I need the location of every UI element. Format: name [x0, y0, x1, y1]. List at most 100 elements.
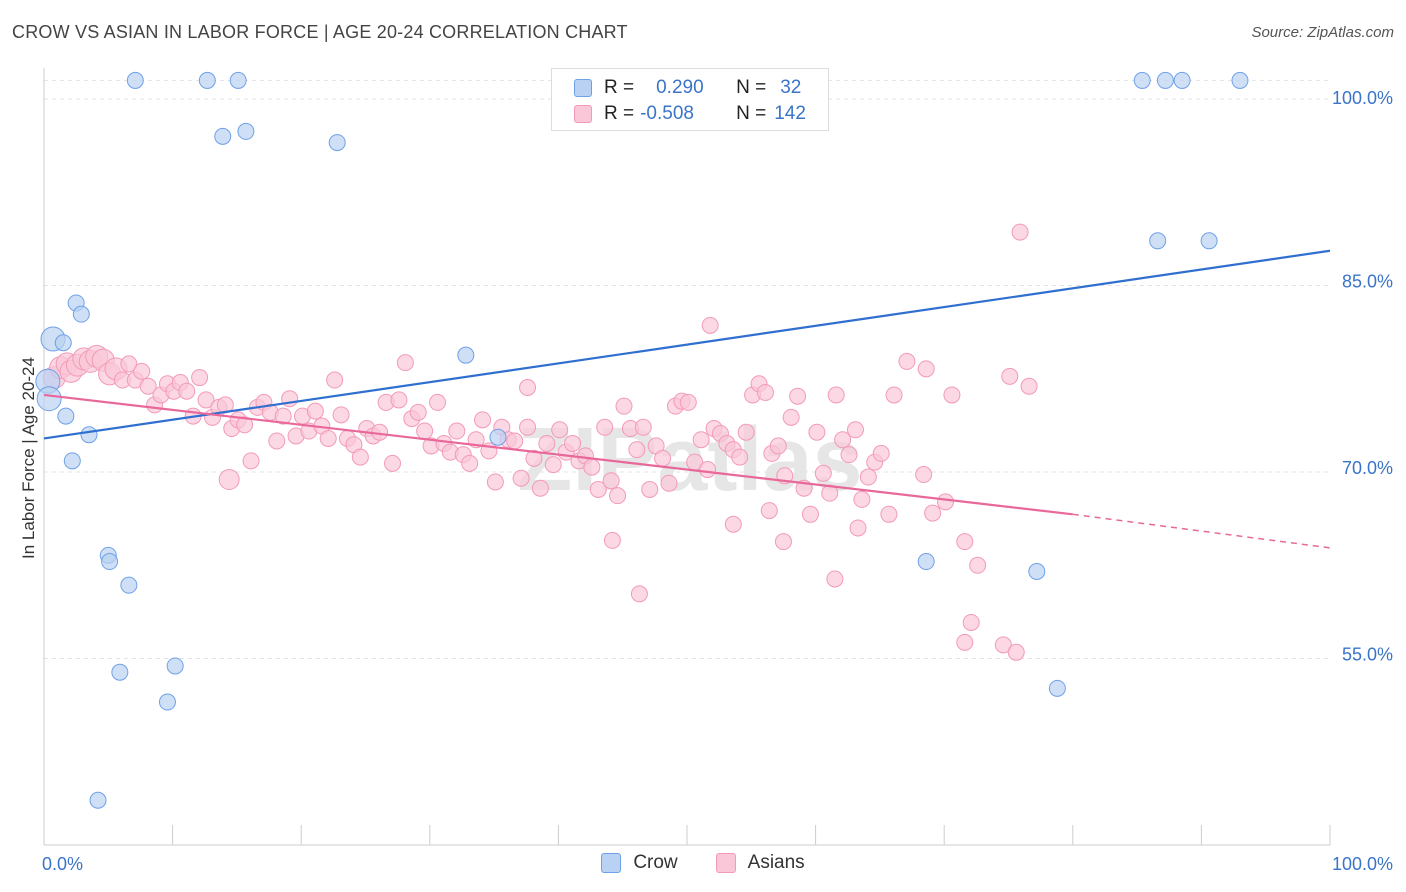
- asians-point: [506, 432, 524, 450]
- asians-point: [630, 585, 648, 603]
- asians-point: [917, 360, 935, 378]
- crow-point: [89, 791, 107, 809]
- asians-point: [191, 369, 209, 387]
- asians-point: [956, 633, 974, 651]
- asians-point: [924, 504, 942, 522]
- crow-point: [328, 134, 346, 152]
- crow-swatch: [574, 79, 592, 97]
- asians-point: [531, 479, 549, 497]
- asians-point: [268, 432, 286, 450]
- asians-point: [615, 397, 633, 415]
- asians-point: [332, 406, 350, 424]
- asians-r-value: -0.508: [640, 103, 694, 124]
- crow-point: [489, 428, 507, 446]
- asians-point: [178, 382, 196, 400]
- crow-point: [101, 553, 119, 571]
- asians-point: [603, 531, 621, 549]
- asians-point: [525, 449, 543, 467]
- crow-point: [126, 71, 144, 89]
- crow-point: [1231, 71, 1249, 89]
- asians-point: [596, 418, 614, 436]
- asians-point: [731, 448, 749, 466]
- crow-r-label: R =: [604, 77, 635, 98]
- asians-point: [236, 416, 254, 434]
- asians-point: [737, 423, 755, 441]
- legend-item-crow[interactable]: Crow: [601, 852, 678, 874]
- asians-swatch: [574, 105, 592, 123]
- crow-point: [166, 657, 184, 675]
- asians-legend-swatch: [715, 853, 736, 873]
- asians-point: [641, 480, 659, 498]
- source-label: Source: ZipAtlas.com: [1251, 24, 1394, 41]
- crow-point: [1173, 71, 1191, 89]
- y-tick-label: 100.0%: [1332, 88, 1393, 108]
- asians-point: [609, 487, 627, 505]
- y-tick-label: 70.0%: [1342, 458, 1393, 478]
- trend-lines: [43, 249, 1331, 549]
- asians-point: [409, 403, 427, 421]
- crow-point: [198, 71, 216, 89]
- crow-point: [80, 426, 98, 444]
- asians-point: [120, 355, 138, 373]
- asians-point: [814, 464, 832, 482]
- asians-point: [827, 386, 845, 404]
- asians-point: [969, 556, 987, 574]
- crow-point: [1149, 232, 1167, 250]
- asians-point: [756, 383, 774, 401]
- asians-trend-extension: [1072, 513, 1331, 549]
- asians-point: [474, 411, 492, 429]
- crow-point: [457, 346, 475, 364]
- asians-point: [782, 408, 800, 426]
- crow-point: [237, 122, 255, 140]
- asians-point: [564, 434, 582, 452]
- crow-point: [214, 127, 232, 145]
- crow-point: [120, 576, 138, 594]
- asians-point: [846, 421, 864, 439]
- stats-legend: R = 0.290 N = 32 R = -0.508 N = 142: [551, 68, 829, 131]
- crow-r-value: 0.290: [656, 77, 704, 98]
- asians-point: [551, 421, 569, 439]
- asians-point: [390, 391, 408, 409]
- asians-point: [898, 352, 916, 370]
- asians-point: [994, 636, 1012, 654]
- asians-point: [396, 354, 414, 372]
- crow-legend-label: Crow: [633, 852, 678, 873]
- asians-point: [1001, 367, 1019, 385]
- asians-point: [834, 431, 852, 449]
- crow-point: [72, 305, 90, 323]
- asians-point: [936, 493, 954, 511]
- asians-point: [139, 377, 157, 395]
- asians-point: [692, 431, 710, 449]
- asians-point: [801, 505, 819, 523]
- asians-point: [351, 448, 369, 466]
- asians-point: [544, 456, 562, 474]
- asians-point: [319, 429, 337, 447]
- legend-row-crow: R = 0.290 N = 32: [574, 76, 801, 100]
- axes: [43, 68, 1331, 846]
- asians-point: [1007, 643, 1025, 661]
- asians-point: [538, 434, 556, 452]
- tick-labels: 55.0% 70.0% 85.0% 100.0% 0.0% 100.0%: [42, 88, 1393, 874]
- asians-point: [853, 490, 871, 508]
- asians-point: [519, 379, 537, 397]
- asians-point: [859, 468, 877, 486]
- crow-n-label: N =: [736, 77, 767, 98]
- crow-point: [57, 407, 75, 425]
- asians-point: [701, 316, 719, 334]
- asians-point: [679, 393, 697, 411]
- crow-point: [917, 553, 935, 571]
- asians-point: [448, 422, 466, 440]
- asians-point: [660, 474, 678, 492]
- asians-point: [416, 422, 434, 440]
- asians-point: [429, 393, 447, 411]
- asians-point: [654, 449, 672, 467]
- data-points: [35, 71, 1249, 809]
- asians-point: [583, 458, 601, 476]
- asians-point: [724, 515, 742, 533]
- x-tick-label: 0.0%: [42, 854, 83, 874]
- asians-point: [197, 391, 215, 409]
- y-tick-label: 55.0%: [1342, 645, 1393, 665]
- legend-item-asians[interactable]: Asians: [715, 852, 805, 874]
- asians-point: [699, 461, 717, 479]
- asians-point: [242, 452, 260, 470]
